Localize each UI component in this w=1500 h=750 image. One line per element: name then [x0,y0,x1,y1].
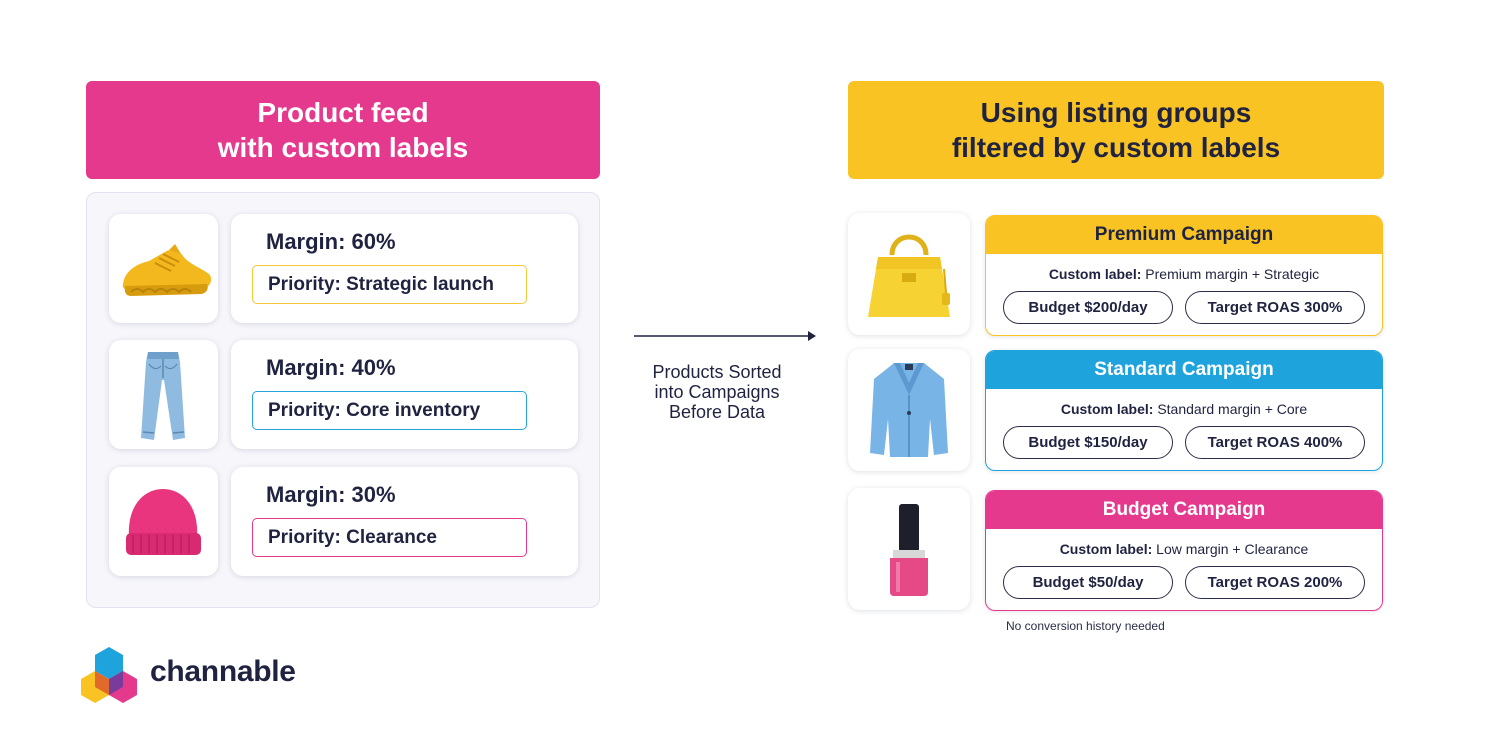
margin-label: Margin: 30% [266,482,396,507]
campaign-pills: Budget $150/day Target ROAS 400% [986,426,1382,459]
campaign-custom-label: Custom label: Standard margin + Core [986,401,1382,417]
campaign-custom-label: Custom label: Low margin + Clearance [986,541,1382,557]
campaign-title: Standard Campaign [986,351,1382,389]
custom-label-key: Custom label: [1059,541,1153,557]
flow-label-line1: Products Sorted [652,362,782,382]
roas-pill: Target ROAS 200% [1185,566,1365,599]
footnote: No conversion history needed [1006,619,1165,633]
campaign-title: Budget Campaign [986,491,1382,529]
custom-label-value: Low margin + Clearance [1156,541,1309,557]
campaign-custom-label: Custom label: Premium margin + Strategic [986,266,1382,282]
custom-label-value: Standard margin + Core [1157,401,1308,417]
priority-badge: Priority: Core inventory [252,391,527,430]
custom-label-value: Premium margin + Strategic [1145,266,1320,282]
campaign-image-card [848,349,970,471]
product-image-card [109,214,218,323]
campaign-pills: Budget $50/day Target ROAS 200% [986,566,1382,599]
nail-polish-icon [890,504,928,596]
blazer-icon [870,363,948,457]
roas-pill: Target ROAS 400% [1185,426,1365,459]
product-image-card [109,340,218,449]
flow-label: Products Sorted into Campaigns Before Da… [622,362,812,422]
margin-label: Margin: 60% [266,229,396,254]
flow-label-line2: into Campaigns [654,382,780,402]
product-image-card [109,467,218,576]
campaign-title: Premium Campaign [986,216,1382,254]
campaign-pills: Budget $200/day Target ROAS 300% [986,291,1382,324]
campaign-card: Budget Campaign Custom label: Low margin… [985,490,1383,611]
listing-groups-header-line1: Using listing groups [980,97,1252,128]
campaign-card: Standard Campaign Custom label: Standard… [985,350,1383,471]
priority-badge: Priority: Clearance [252,518,527,557]
product-info-card: Margin: 60% Priority: Strategic launch [231,214,578,323]
channable-logo-text: channable [150,655,296,688]
product-feed-header: Product feed with custom labels [86,81,600,179]
handbag-icon [868,234,950,317]
jeans-icon [141,352,185,440]
listing-groups-header: Using listing groups filtered by custom … [848,81,1384,179]
flow-label-line3: Before Data [668,402,766,422]
budget-pill: Budget $150/day [1003,426,1173,459]
custom-label-key: Custom label: [1060,401,1154,417]
budget-pill: Budget $50/day [1003,566,1173,599]
campaign-image-card [848,488,970,610]
beanie-icon [126,489,201,555]
campaign-card: Premium Campaign Custom label: Premium m… [985,215,1383,336]
product-feed-header-line1: Product feed [257,97,429,128]
margin-label: Margin: 40% [266,355,396,380]
priority-badge: Priority: Strategic launch [252,265,527,304]
sneaker-icon [122,244,212,296]
product-info-card: Margin: 40% Priority: Core inventory [231,340,578,449]
product-feed-header-line2: with custom labels [217,132,469,163]
channable-logo-icon [81,647,137,703]
campaign-image-card [848,213,970,335]
listing-groups-header-line2: filtered by custom labels [951,132,1281,163]
budget-pill: Budget $200/day [1003,291,1173,324]
product-info-card: Margin: 30% Priority: Clearance [231,467,578,576]
flow-arrow [634,331,816,341]
roas-pill: Target ROAS 300% [1185,291,1365,324]
custom-label-key: Custom label: [1048,266,1142,282]
